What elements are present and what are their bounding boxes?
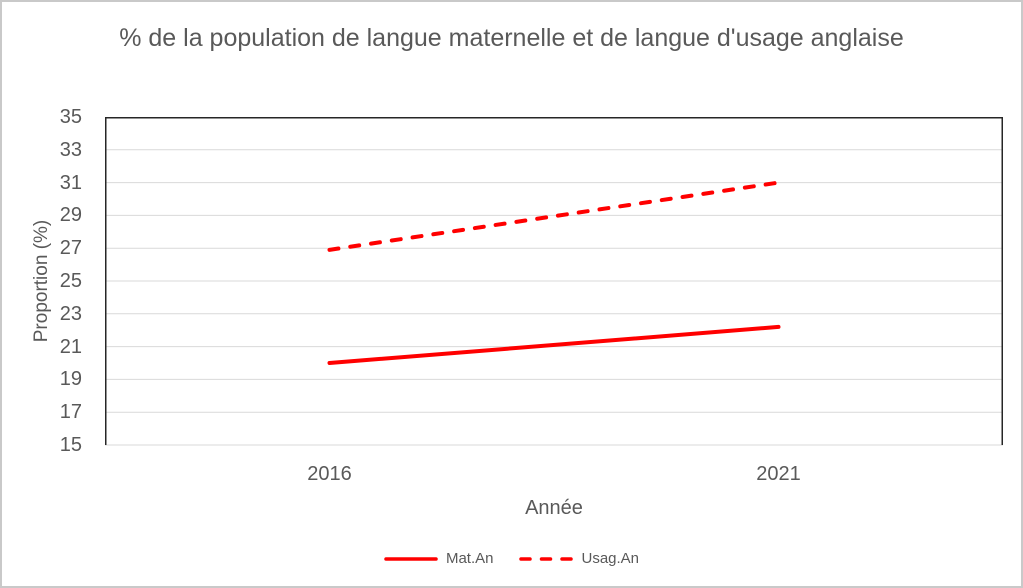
legend-label: Usag.An (581, 550, 640, 567)
series-line-usag-an (327, 180, 781, 252)
y-tick-label: 29 (59, 204, 82, 227)
x-tick-label: 2016 (307, 463, 352, 485)
legend: Mat.An Usag.An (2, 550, 1021, 567)
legend-item-usag-an: Usag.An (519, 550, 639, 567)
y-tick-label: 33 (59, 138, 82, 161)
series-line-mat-an (327, 324, 781, 365)
x-axis-title: Année (525, 497, 583, 519)
y-tick-label: 21 (59, 335, 82, 358)
y-tick-label: 25 (59, 270, 82, 292)
chart-title: % de la population de langue maternelle … (119, 24, 904, 52)
y-tick-label: 17 (59, 401, 82, 424)
legend-solid-line-swatch (384, 556, 438, 561)
plot-area (105, 117, 1003, 446)
y-tick-label: 23 (59, 302, 82, 325)
y-tick-label: 31 (59, 171, 82, 194)
legend-dashed-line-swatch (519, 556, 574, 561)
y-tick-label: 35 (59, 106, 82, 128)
y-tick-label: 19 (59, 368, 82, 391)
y-tick-label: 27 (59, 237, 82, 260)
legend-label: Mat.An (445, 550, 494, 567)
x-tick-label: 2021 (756, 463, 801, 485)
y-tick-label: 15 (59, 434, 82, 456)
legend-item-mat-an: Mat.An (384, 550, 494, 567)
